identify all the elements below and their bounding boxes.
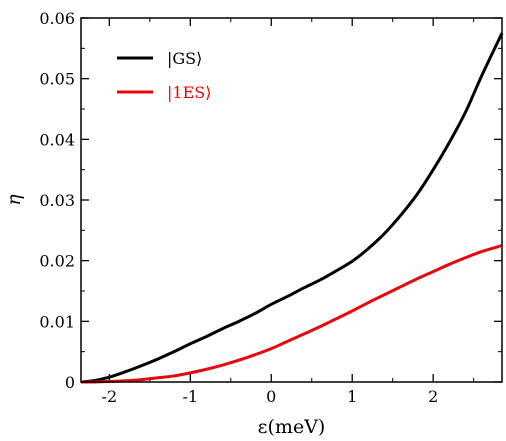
y-axis-label-group: η	[3, 194, 25, 206]
y-tick-label: 0	[65, 373, 75, 392]
legend-label-gs: |GS⟩	[167, 49, 202, 68]
x-tick-label: 2	[428, 387, 438, 406]
legend-label-1es: |1ES⟩	[167, 83, 211, 102]
series-line-1	[80, 244, 503, 384]
x-tick-label: 1	[347, 387, 357, 406]
series-layer	[80, 32, 504, 384]
y-axis-label: η	[3, 194, 25, 206]
y-tick-label: 0.01	[39, 312, 75, 331]
x-axis-label: ε(meV)	[258, 416, 326, 438]
x-tick-label: 0	[266, 387, 276, 406]
legend: |GS⟩ |1ES⟩	[117, 49, 211, 102]
y-tick-label: 0.06	[39, 9, 75, 28]
x-tick-label: -2	[102, 387, 118, 406]
x-tick-label: -1	[183, 387, 199, 406]
y-tick-label: 0.04	[39, 130, 75, 149]
y-tick-label: 0.05	[39, 70, 75, 89]
ticks-layer: -2 -1 0 1 2 0 0.01 0.02 0.03 0.04 0.05 0.06	[39, 9, 502, 406]
y-tick-label: 0.02	[39, 252, 75, 271]
plot-frame	[80, 17, 503, 383]
y-tick-label: 0.03	[39, 191, 75, 210]
series-line-0	[80, 32, 504, 384]
